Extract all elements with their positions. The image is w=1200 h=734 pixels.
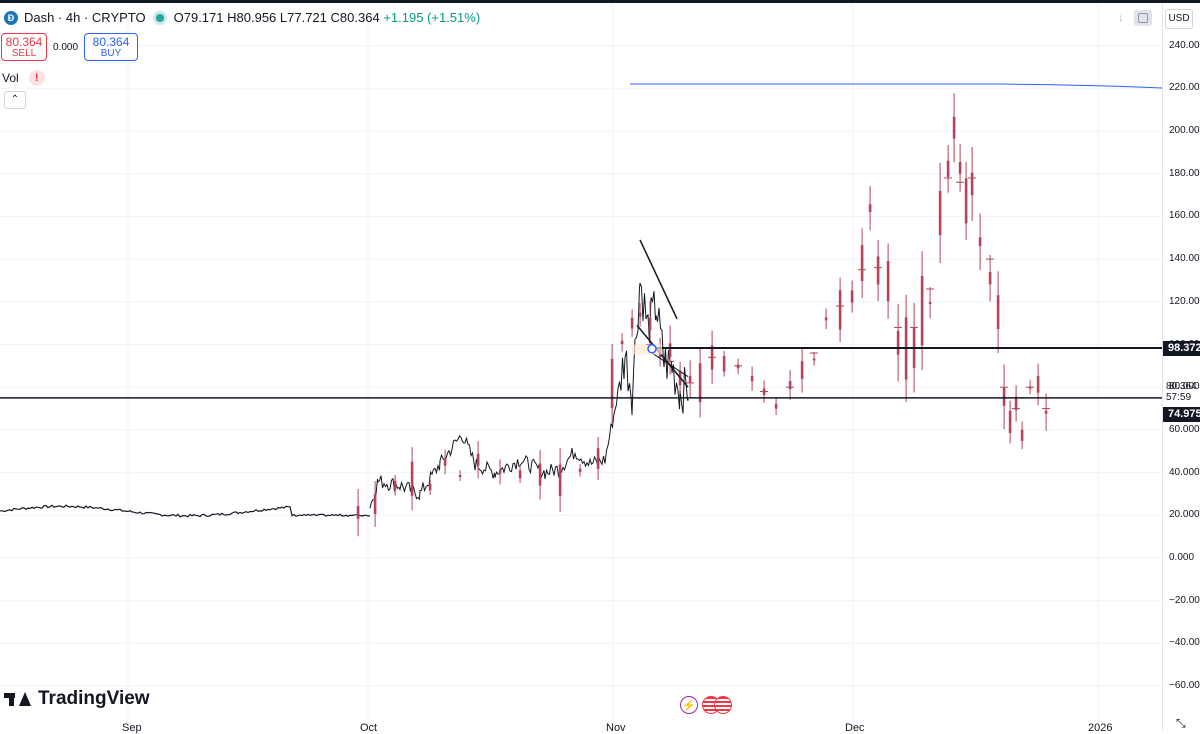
lightning-icon[interactable]: ⚡ bbox=[680, 696, 698, 714]
spread-value: 0.000 bbox=[53, 41, 79, 53]
price-tick-label: 0.000 bbox=[1169, 552, 1195, 563]
time-axis-label: Sep bbox=[122, 722, 142, 734]
trade-panel: 80.364 SELL 0.000 80.364 BUY bbox=[1, 33, 139, 61]
sell-label: SELL bbox=[11, 48, 37, 59]
go-to-realtime-icon[interactable]: ⤡ bbox=[1176, 716, 1186, 730]
price-tick-label: −20.000 bbox=[1169, 594, 1200, 606]
highlight-zone bbox=[632, 344, 662, 355]
price-tick-label: 40.000 bbox=[1169, 466, 1200, 478]
price-line-early bbox=[0, 504, 371, 518]
price-tick-label: 80.000 bbox=[1169, 381, 1200, 393]
volume-indicator[interactable]: Vol ! bbox=[2, 70, 45, 86]
time-axis-label: Nov bbox=[606, 722, 626, 734]
wedge-upper-line bbox=[639, 239, 678, 320]
chevron-up-icon: ⌃ bbox=[10, 94, 20, 105]
price-chart[interactable] bbox=[0, 3, 1162, 730]
live-status-icon bbox=[155, 13, 164, 22]
time-axis-label: Oct bbox=[360, 722, 378, 734]
price-tick-label: −40.000 bbox=[1169, 637, 1200, 649]
brand-name: TradingView bbox=[38, 688, 150, 709]
ohlc-high: H80.956 bbox=[227, 10, 277, 25]
chart-tools: ↓ bbox=[1118, 10, 1152, 26]
symbol-logo-icon: Đ bbox=[4, 10, 18, 25]
price-line-detail bbox=[369, 282, 690, 509]
download-icon[interactable]: ↓ bbox=[1118, 12, 1124, 24]
currency-button[interactable]: USD bbox=[1165, 9, 1193, 29]
wedge-lower-line bbox=[636, 324, 689, 388]
current-price-label: 80.364 57:59 bbox=[1166, 381, 1197, 403]
time-axis-label: Dec bbox=[845, 722, 865, 734]
buy-price: 80.364 bbox=[92, 35, 130, 49]
buy-label: BUY bbox=[100, 48, 122, 59]
collapse-legend-button[interactable]: ⌃ bbox=[4, 91, 26, 109]
time-axis-label: 2026 bbox=[1088, 722, 1113, 734]
price-tick-label: 200.000 bbox=[1169, 125, 1200, 136]
symbol-title[interactable]: Dash · 4h · CRYPTO bbox=[24, 10, 146, 25]
screenshot-icon[interactable] bbox=[1133, 10, 1152, 26]
volume-label: Vol bbox=[2, 71, 19, 85]
ohlc-open: O79.171 bbox=[173, 10, 224, 25]
ohlc-low: L77.721 bbox=[279, 10, 327, 25]
drawing-anchor-handle bbox=[647, 344, 657, 354]
price-tick-label: 180.000 bbox=[1169, 167, 1200, 179]
trendline-blue bbox=[630, 83, 1162, 89]
tradingview-logo-icon bbox=[4, 691, 32, 707]
ohlc-close: C80.364 bbox=[330, 10, 380, 25]
price-tick-label: 20.000 bbox=[1169, 509, 1200, 521]
tradingview-watermark[interactable]: TradingView bbox=[4, 688, 150, 710]
sell-price: 80.364 bbox=[5, 35, 43, 49]
price-tick-label: 240.000 bbox=[1169, 39, 1200, 51]
price-tick-label: 140.000 bbox=[1169, 253, 1200, 265]
ohlc-readout: O79.171 H80.956 L77.721 C80.364 +1.195 (… bbox=[174, 10, 481, 25]
buy-button[interactable]: 80.364 BUY bbox=[84, 33, 139, 61]
resistance-level-label: 98.372 bbox=[1163, 341, 1200, 356]
us-flag-icon[interactable] bbox=[714, 696, 732, 714]
price-axis[interactable] bbox=[1162, 3, 1200, 730]
price-tick-label: 160.000 bbox=[1169, 210, 1200, 222]
bar-countdown: 57:59 bbox=[1166, 392, 1192, 403]
price-tick-label: −60.000 bbox=[1169, 680, 1200, 692]
warning-icon[interactable]: ! bbox=[28, 70, 45, 86]
price-tick-label: 220.000 bbox=[1169, 82, 1200, 94]
current-price-value: 80.364 bbox=[1166, 381, 1197, 392]
sell-button[interactable]: 80.364 SELL bbox=[1, 33, 47, 61]
event-markers: ⚡ bbox=[680, 696, 732, 714]
price-tick-label: 60.000 bbox=[1169, 423, 1200, 435]
ohlc-change: +1.195 (+1.51%) bbox=[383, 10, 481, 25]
symbol-legend: Đ Dash · 4h · CRYPTO O79.171 H80.956 L77… bbox=[4, 10, 480, 25]
wedge-mid-line bbox=[651, 352, 689, 377]
price-tick-label: 120.000 bbox=[1169, 295, 1200, 307]
support-level-label: 74.975 bbox=[1163, 407, 1200, 422]
window-top-border bbox=[0, 0, 1200, 3]
